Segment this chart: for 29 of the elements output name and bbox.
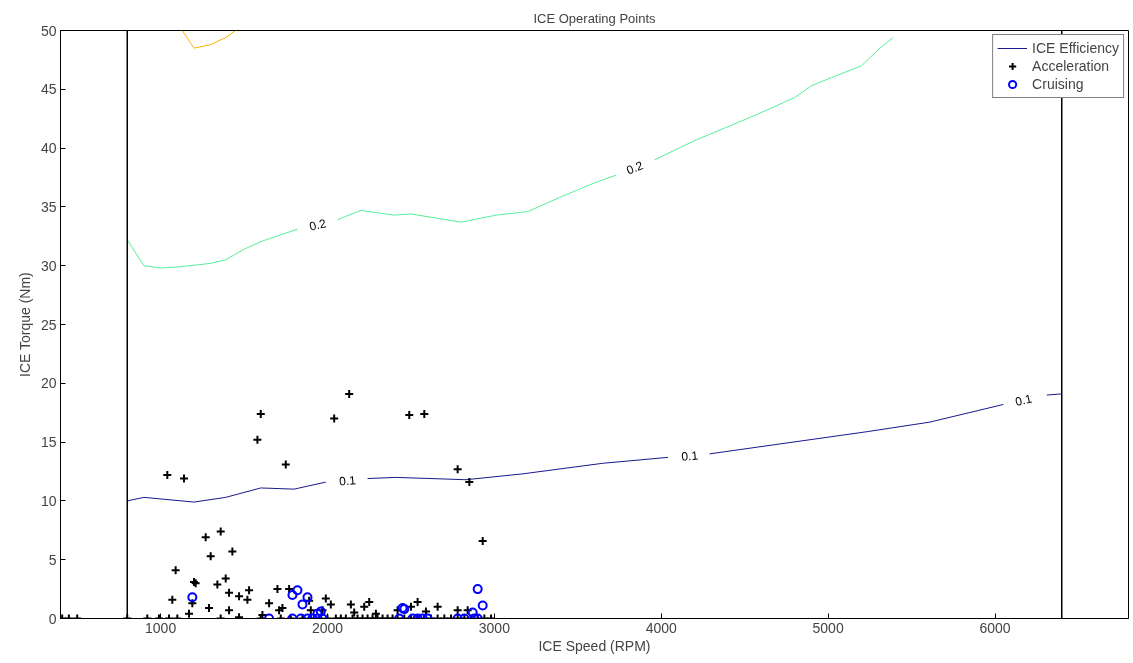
y-axis-title: ICE Torque (Nm) (16, 272, 33, 378)
annotation: 0.1 (338, 473, 357, 489)
y-tick-label: 25 (40, 316, 57, 333)
y-tick-label: 50 (40, 22, 57, 39)
annotation: 0.2 (307, 216, 328, 234)
annotation: 0.1 (1013, 391, 1034, 409)
y-tick-label: 35 (40, 198, 57, 215)
annotation: 0.1 (680, 448, 699, 464)
legend-label: Cruising (1032, 75, 1084, 93)
y-tick-label: 30 (40, 257, 57, 274)
x-tick-label: 2000 (311, 619, 344, 636)
annotation: 0.2 (624, 158, 646, 178)
x-axis-title: ICE Speed (RPM) (538, 637, 651, 654)
line-series (181, 30, 237, 49)
legend-label: ICE Efficiency (1032, 39, 1119, 57)
x-tick-label: 3000 (478, 619, 511, 636)
x-tick-label: 6000 (979, 619, 1011, 636)
y-tick-label: 40 (40, 140, 57, 157)
y-tick-label: 10 (40, 492, 57, 509)
y-tick-label: 5 (48, 551, 57, 568)
y-tick-label: 20 (40, 375, 57, 392)
x-tick-label: 1000 (145, 619, 177, 636)
legend-label: Acceleration (1032, 57, 1110, 75)
chart-title: ICE Operating Points (533, 10, 657, 26)
y-tick-label: 45 (40, 81, 57, 98)
y-tick-label: 0 (48, 610, 57, 627)
x-tick-label: 5000 (812, 619, 844, 636)
y-tick-label: 15 (40, 434, 57, 451)
x-tick-label: 4000 (645, 619, 678, 636)
